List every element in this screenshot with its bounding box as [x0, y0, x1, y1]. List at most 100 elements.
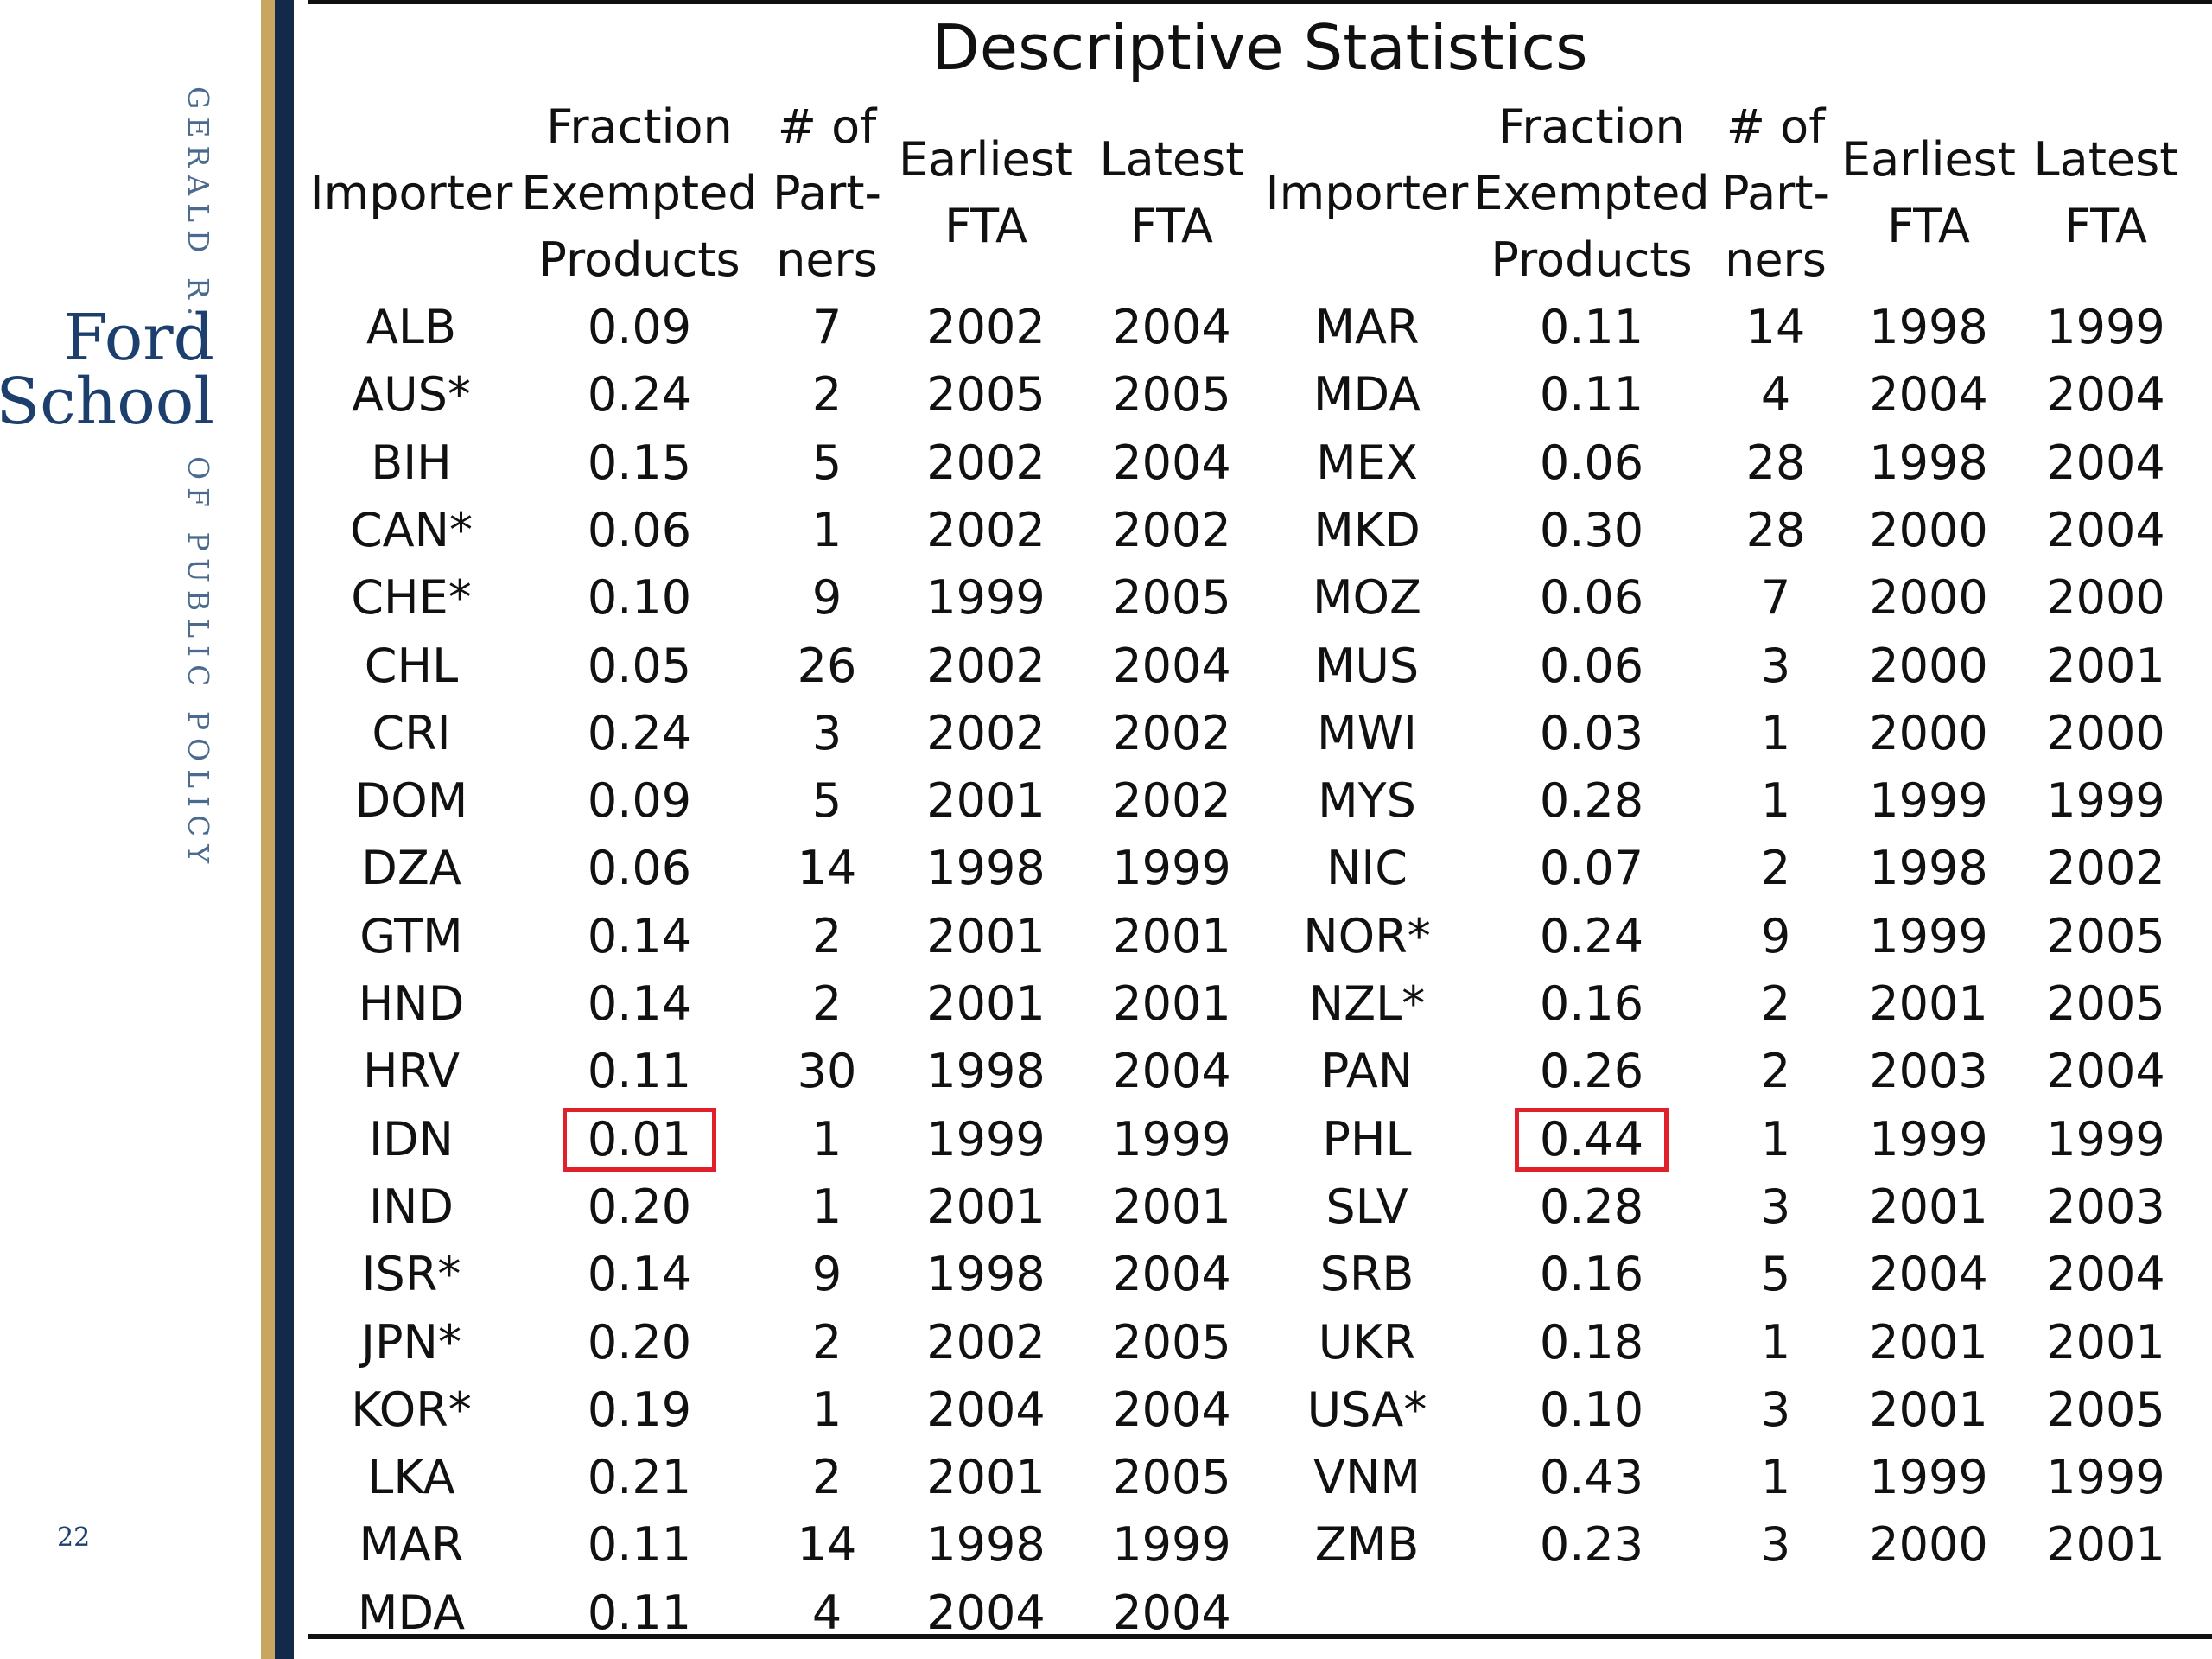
left-cell-r18-c3: 1998 — [926, 1517, 1046, 1573]
right-cell-r5-c0: MUS — [1314, 638, 1420, 693]
right-cell-r9-c2: 9 — [1760, 908, 1791, 963]
left-cell-r7-c3: 2001 — [926, 773, 1046, 829]
right-cell-r10-c0: NZL* — [1308, 976, 1426, 1031]
left-cell-r9-c1: 0.14 — [587, 908, 692, 963]
right-cell-r15-c4: 2001 — [2046, 1314, 2165, 1370]
left-cell-r10-c0: HND — [358, 976, 465, 1031]
right-cell-r4-c1: 0.06 — [1539, 570, 1644, 626]
left-cell-r10-c2: 2 — [811, 976, 842, 1031]
left-cell-r11-c0: HRV — [362, 1044, 461, 1099]
left-cell-r10-c1: 0.14 — [587, 976, 692, 1031]
left-header-col-3: Earliest FTA — [899, 126, 1073, 259]
sidebar-branding: GERALD R. Ford School OF PUBLIC POLICY 2… — [0, 0, 259, 1659]
right-cell-r0-c3: 1998 — [1869, 300, 1988, 354]
right-cell-r2-c3: 1998 — [1869, 435, 1988, 490]
right-cell-r14-c2: 5 — [1760, 1247, 1791, 1302]
left-cell-r6-c1: 0.24 — [587, 705, 692, 760]
right-header-col-1: Fraction Exempted Products — [1473, 93, 1709, 293]
right-cell-r12-c4: 1999 — [2046, 1111, 2165, 1166]
right-cell-r3-c1: 0.30 — [1539, 502, 1644, 557]
right-cell-r15-c3: 2001 — [1869, 1314, 1988, 1370]
left-cell-r1-c0: AUS* — [352, 367, 471, 423]
left-cell-r13-c3: 2001 — [926, 1179, 1046, 1234]
right-cell-r15-c2: 1 — [1760, 1314, 1791, 1370]
right-cell-r16-c4: 2005 — [2046, 1382, 2165, 1437]
right-cell-r17-c0: VNM — [1313, 1450, 1421, 1505]
right-cell-r3-c3: 2000 — [1869, 502, 1988, 557]
left-cell-r14-c1: 0.14 — [587, 1247, 692, 1302]
right-cell-r5-c1: 0.06 — [1539, 638, 1644, 693]
left-cell-r0-c4: 2004 — [1112, 300, 1231, 354]
left-cell-r8-c3: 1998 — [926, 841, 1046, 896]
left-cell-r14-c4: 2004 — [1112, 1247, 1231, 1302]
right-cell-r9-c1: 0.24 — [1539, 908, 1644, 963]
right-header-col-2-line-0: # of — [1726, 99, 1826, 154]
right-cell-r6-c3: 2000 — [1869, 705, 1988, 760]
right-cell-r1-c2: 4 — [1760, 367, 1791, 423]
left-cell-r10-c4: 2001 — [1112, 976, 1231, 1031]
left-cell-r3-c3: 2002 — [926, 502, 1046, 557]
right-cell-r2-c1: 0.06 — [1539, 435, 1644, 490]
left-cell-r14-c0: ISR* — [361, 1247, 461, 1302]
right-cell-r8-c0: NIC — [1325, 841, 1408, 896]
right-header-col-0: Importer — [1266, 160, 1469, 226]
right-cell-r8-c3: 1998 — [1869, 841, 1988, 896]
right-header-col-4-line-0: Latest — [2033, 132, 2178, 187]
right-cell-r18-c4: 2001 — [2046, 1517, 2165, 1573]
right-cell-r13-c1: 0.28 — [1539, 1179, 1644, 1234]
right-cell-r0-c4: 1999 — [2046, 300, 2165, 354]
right-cell-r11-c0: PAN — [1320, 1044, 1414, 1099]
left-cell-r4-c2: 9 — [811, 570, 842, 626]
left-cell-r16-c3: 2004 — [926, 1382, 1046, 1437]
left-cell-r13-c4: 2001 — [1112, 1179, 1231, 1234]
left-cell-r5-c3: 2002 — [926, 638, 1046, 693]
left-cell-r4-c4: 2005 — [1112, 570, 1231, 626]
left-cell-r19-c4: 2004 — [1112, 1585, 1231, 1640]
left-cell-r15-c2: 2 — [811, 1314, 842, 1370]
left-cell-r0-c0: ALB — [365, 300, 457, 354]
right-cell-r18-c0: ZMB — [1314, 1517, 1420, 1573]
left-cell-r16-c4: 2004 — [1112, 1382, 1231, 1437]
right-header-col-4-line-1: FTA — [2064, 199, 2147, 253]
left-cell-r5-c2: 26 — [797, 638, 857, 693]
right-cell-r12-c1: 0.44 — [1539, 1111, 1644, 1166]
left-cell-r19-c1: 0.11 — [587, 1585, 692, 1640]
left-cell-r16-c2: 1 — [811, 1382, 842, 1437]
left-header-col-1-line-2: Products — [538, 232, 741, 287]
right-cell-r3-c2: 28 — [1745, 502, 1806, 557]
left-cell-r2-c4: 2004 — [1112, 435, 1231, 490]
right-header-col-2: # of Part-ners — [1721, 93, 1830, 293]
left-cell-r15-c1: 0.20 — [587, 1314, 692, 1370]
right-cell-r14-c0: SRB — [1319, 1247, 1414, 1302]
right-cell-r7-c1: 0.28 — [1539, 773, 1644, 829]
left-header-col-4-line-0: Latest — [1099, 132, 1244, 187]
left-cell-r9-c4: 2001 — [1112, 908, 1231, 963]
brand-gerald-r: GERALD R. — [181, 86, 215, 324]
left-cell-r14-c2: 9 — [811, 1247, 842, 1302]
left-cell-r16-c1: 0.19 — [587, 1382, 692, 1437]
left-cell-r2-c2: 5 — [811, 435, 842, 490]
left-cell-r19-c3: 2004 — [926, 1585, 1046, 1640]
right-cell-r7-c4: 1999 — [2046, 773, 2165, 829]
right-cell-r0-c2: 14 — [1745, 300, 1806, 354]
right-header-col-0-line-0: Importer — [1265, 166, 1469, 220]
page-title: Descriptive Statistics — [931, 11, 1588, 84]
right-cell-r1-c4: 2004 — [2046, 367, 2165, 423]
gold-divider-bar — [261, 0, 275, 1659]
right-cell-r16-c0: USA* — [1306, 1382, 1427, 1437]
left-cell-r1-c1: 0.24 — [587, 367, 692, 423]
left-cell-r1-c4: 2005 — [1112, 367, 1231, 423]
right-header-col-2-line-2: ners — [1725, 232, 1827, 287]
left-header-col-3-line-0: Earliest — [899, 132, 1073, 187]
right-cell-r6-c1: 0.03 — [1539, 705, 1644, 760]
right-cell-r6-c4: 2000 — [2046, 705, 2165, 760]
right-cell-r10-c4: 2005 — [2046, 976, 2165, 1031]
left-cell-r9-c3: 2001 — [926, 908, 1046, 963]
right-cell-r1-c1: 0.11 — [1539, 367, 1644, 423]
right-cell-r2-c4: 2004 — [2046, 435, 2165, 490]
left-cell-r17-c4: 2005 — [1112, 1450, 1231, 1505]
right-cell-r18-c2: 3 — [1760, 1517, 1791, 1573]
right-cell-r14-c1: 0.16 — [1539, 1247, 1644, 1302]
left-cell-r12-c2: 1 — [811, 1111, 842, 1166]
right-cell-r6-c0: MWI — [1317, 705, 1417, 760]
